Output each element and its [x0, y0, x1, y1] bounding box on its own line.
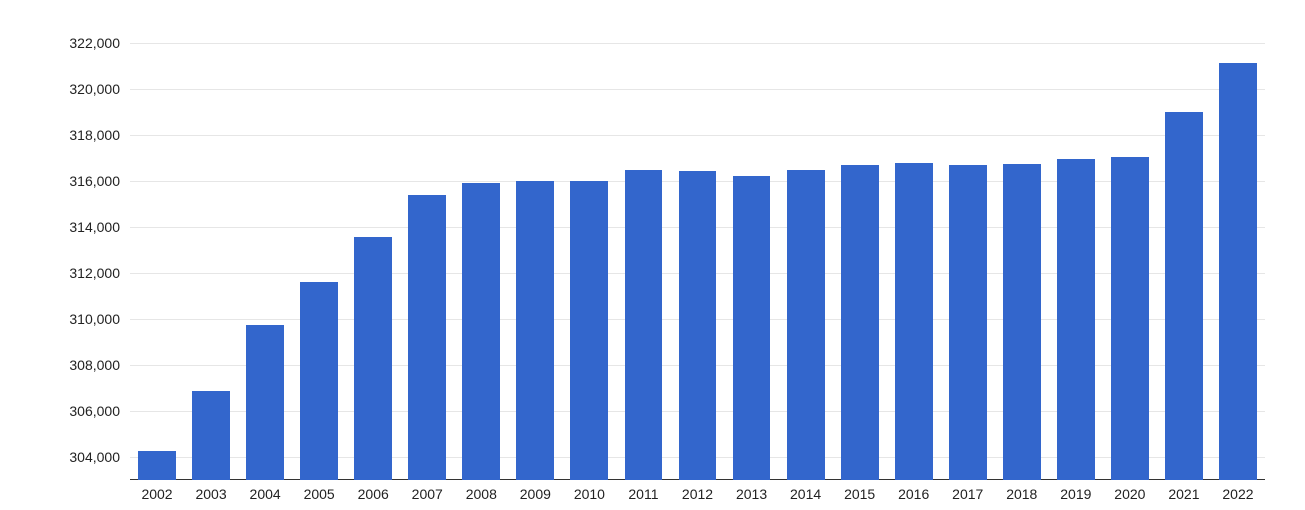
y-tick-label: 320,000 — [0, 81, 120, 97]
x-tick-label: 2011 — [628, 486, 658, 502]
x-tick-label: 2007 — [412, 486, 443, 502]
bar — [354, 237, 392, 480]
gridline — [130, 135, 1265, 136]
x-tick-label: 2009 — [520, 486, 551, 502]
bar — [625, 170, 663, 481]
bar — [1111, 157, 1149, 480]
x-tick-label: 2006 — [358, 486, 389, 502]
bar — [787, 170, 825, 481]
bar — [733, 176, 771, 480]
y-tick-label: 322,000 — [0, 35, 120, 51]
x-tick-label: 2022 — [1222, 486, 1253, 502]
bar — [516, 181, 554, 480]
x-tick-label: 2003 — [195, 486, 226, 502]
plot-area — [130, 20, 1265, 480]
bar — [192, 391, 230, 480]
bar — [408, 195, 446, 480]
gridline — [130, 43, 1265, 44]
bar — [1219, 63, 1257, 480]
x-tick-label: 2004 — [250, 486, 281, 502]
y-tick-label: 308,000 — [0, 357, 120, 373]
bar — [1003, 164, 1041, 480]
x-tick-label: 2016 — [898, 486, 929, 502]
bar — [895, 163, 933, 480]
bar — [841, 165, 879, 480]
x-tick-label: 2017 — [952, 486, 983, 502]
bar — [246, 325, 284, 480]
x-tick-label: 2012 — [682, 486, 713, 502]
x-tick-label: 2015 — [844, 486, 875, 502]
bar — [570, 181, 608, 480]
x-tick-label: 2005 — [304, 486, 335, 502]
x-tick-label: 2013 — [736, 486, 767, 502]
x-tick-label: 2021 — [1168, 486, 1199, 502]
bar — [300, 282, 338, 480]
bar — [462, 183, 500, 480]
x-tick-label: 2010 — [574, 486, 605, 502]
x-tick-label: 2002 — [141, 486, 172, 502]
bar — [1165, 112, 1203, 480]
y-tick-label: 318,000 — [0, 127, 120, 143]
x-tick-label: 2008 — [466, 486, 497, 502]
y-tick-label: 304,000 — [0, 449, 120, 465]
gridline — [130, 89, 1265, 90]
bar — [138, 451, 176, 480]
bar — [679, 171, 717, 480]
y-tick-label: 312,000 — [0, 265, 120, 281]
x-tick-label: 2020 — [1114, 486, 1145, 502]
bar-chart: 304,000 306,000 308,000 310,000 312,000 314,0… — [0, 0, 1305, 510]
x-tick-label: 2014 — [790, 486, 821, 502]
y-tick-label: 306,000 — [0, 403, 120, 419]
y-tick-label: 310,000 — [0, 311, 120, 327]
bar — [949, 165, 987, 480]
x-tick-label: 2019 — [1060, 486, 1091, 502]
bar — [1057, 159, 1095, 480]
x-tick-label: 2018 — [1006, 486, 1037, 502]
y-tick-label: 314,000 — [0, 219, 120, 235]
y-tick-label: 316,000 — [0, 173, 120, 189]
